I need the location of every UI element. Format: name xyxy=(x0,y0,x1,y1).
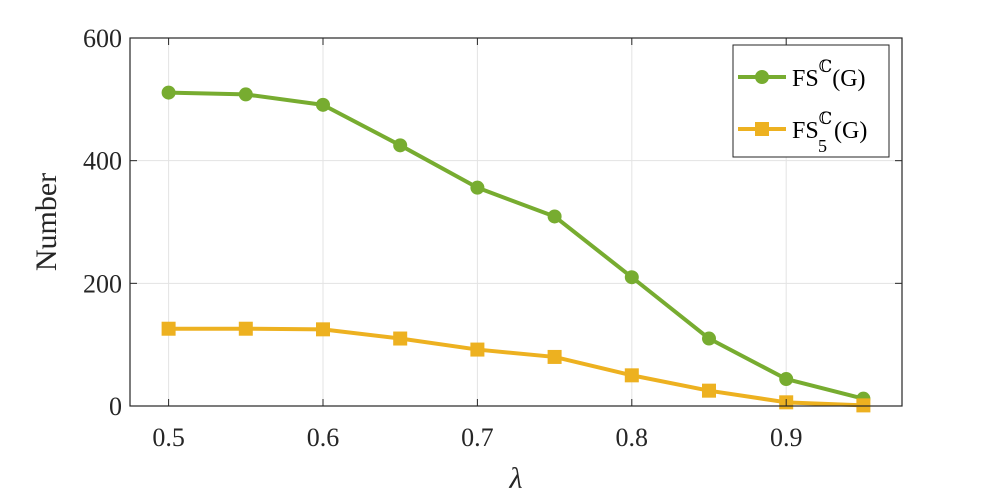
x-tick-label: 0.6 xyxy=(307,423,340,452)
legend-label: FSℂ 5(G) xyxy=(792,109,867,156)
legend-entry-1: FSℂ(G) xyxy=(738,57,866,92)
series-1-point xyxy=(316,97,330,112)
x-tick-labels: 0.5 0.6 0.7 0.8 0.9 xyxy=(152,423,802,452)
x-axis-label: λ xyxy=(509,462,523,495)
series-1-point xyxy=(393,138,408,153)
legend: FSℂ(G) FSℂ 5(G) xyxy=(732,44,890,158)
series-2-point xyxy=(393,331,408,346)
legend-entries: FSℂ(G) FSℂ 5(G) xyxy=(738,57,867,156)
legend-swatch-marker xyxy=(755,70,769,84)
plot-frame xyxy=(129,37,903,407)
series-2-point xyxy=(470,342,485,357)
series-layer xyxy=(161,85,871,413)
x-tick-label: 0.7 xyxy=(461,423,494,452)
series-2-point xyxy=(624,368,639,383)
series-2-point xyxy=(161,321,176,336)
legend-swatch-marker xyxy=(755,122,769,136)
x-tick-label: 0.8 xyxy=(616,423,649,452)
series-1-point xyxy=(238,87,253,102)
series-1-line xyxy=(168,90,864,401)
x-tick-label: 0.5 xyxy=(152,423,185,452)
tick-marks xyxy=(130,37,902,407)
series-2-point xyxy=(316,322,330,337)
y-tick-labels: 0 200 400 600 xyxy=(83,24,122,421)
series-2-line xyxy=(168,326,864,408)
legend-box xyxy=(732,44,890,158)
y-tick-label: 600 xyxy=(83,24,122,53)
series-1-point xyxy=(547,209,562,224)
y-tick-label: 200 xyxy=(83,269,122,298)
legend-label: FSℂ(G) xyxy=(792,57,866,92)
legend-entry-2: FSℂ 5(G) xyxy=(738,109,867,156)
series-1-point xyxy=(702,331,716,346)
x-tick-label: 0.9 xyxy=(770,423,803,452)
series-2-point xyxy=(702,383,716,398)
y-tick-label: 400 xyxy=(83,147,122,176)
y-tick-label: 0 xyxy=(109,392,122,421)
series-2-point xyxy=(856,398,871,413)
series-1-point xyxy=(624,270,639,285)
series-2-point xyxy=(547,349,562,364)
series-1-point xyxy=(470,180,485,195)
y-axis-label: Number xyxy=(30,173,63,271)
series-1-point xyxy=(161,85,176,100)
series-1 xyxy=(161,85,871,406)
series-1-point xyxy=(779,372,794,387)
series-2-point xyxy=(238,321,253,336)
